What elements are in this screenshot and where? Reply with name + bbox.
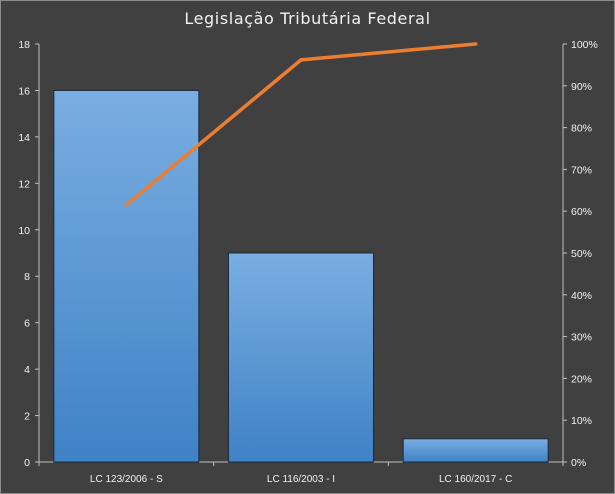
y-tick-label: 12 <box>18 178 30 190</box>
y-tick-label: 10 <box>18 225 30 237</box>
y2-tick-label: 0% <box>571 457 586 469</box>
y-tick-label: 16 <box>18 85 30 97</box>
right-axis: 0% 10% 20% 30% 40% 50% 60% 70% 80% 90% 100% <box>563 39 598 469</box>
y2-tick-label: 100% <box>571 39 598 51</box>
y-tick-label: 4 <box>24 364 30 376</box>
y-tick-label: 18 <box>18 39 30 51</box>
bar <box>53 89 200 463</box>
y2-tick-label: 60% <box>571 206 592 218</box>
y2-tick-label: 10% <box>571 415 592 427</box>
y-tick-label: 8 <box>24 271 30 283</box>
line-point <box>299 58 303 62</box>
y2-tick-label: 90% <box>571 81 592 93</box>
y-tick-label: 6 <box>24 318 30 330</box>
y2-tick-label: 80% <box>571 123 592 135</box>
bar <box>228 252 374 463</box>
y2-tick-label: 70% <box>571 164 592 176</box>
x-axis: LC 123/2006 - S LC 116/2003 - I LC 160/201… <box>38 462 564 485</box>
y2-tick-label: 30% <box>571 332 592 344</box>
x-tick-label: LC 116/2003 - I <box>267 474 335 485</box>
x-tick-label: LC 123/2006 - S <box>90 474 163 485</box>
y2-tick-label: 50% <box>571 248 592 260</box>
bar <box>402 438 549 463</box>
y2-tick-label: 40% <box>571 290 592 302</box>
y-tick-label: 0 <box>24 457 30 469</box>
y2-tick-label: 20% <box>571 373 592 385</box>
left-axis: 0 2 4 6 8 10 12 14 16 18 <box>18 39 39 469</box>
line-point <box>474 42 478 46</box>
bar-series <box>53 89 549 463</box>
y-tick-label: 14 <box>18 132 30 144</box>
cumulative-line-series <box>124 42 478 207</box>
x-tick-label: LC 160/2017 - C <box>439 474 512 485</box>
chart-title: Legislação Tributária Federal <box>184 9 431 28</box>
y-tick-label: 2 <box>24 411 30 423</box>
line-point <box>124 203 128 207</box>
